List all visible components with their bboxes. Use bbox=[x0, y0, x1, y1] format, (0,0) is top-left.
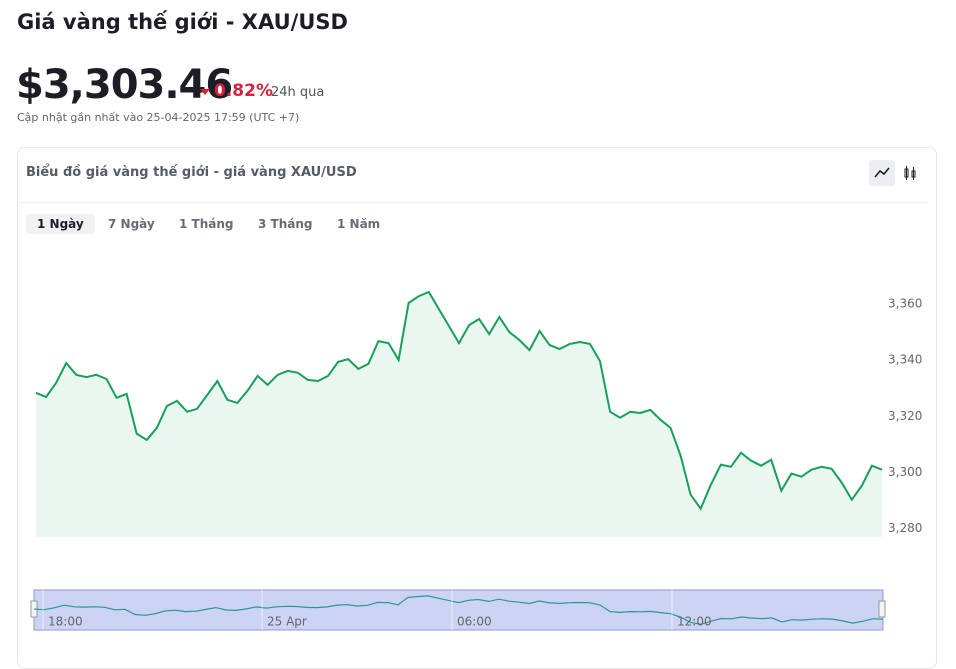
updated: Cập nhật gần nhất vào 25-04-2025 17:59 (… bbox=[17, 111, 300, 124]
page-title: Giá vàng thế giới - XAU/USD bbox=[17, 10, 348, 34]
range-tab[interactable]: 7 Ngày bbox=[108, 217, 155, 231]
navigator-line bbox=[33, 595, 884, 625]
chart: 3,280 3,300 3,320 3,340 3,360 18:00 25 Apr 06:0… bbox=[30, 290, 922, 631]
range-tab[interactable]: 1 Năm bbox=[337, 217, 381, 231]
range-tab[interactable]: 1 Ngày bbox=[26, 214, 95, 234]
y-tick-label: 3,320 bbox=[888, 409, 922, 423]
divider bbox=[18, 202, 928, 203]
y-tick-label: 3,280 bbox=[888, 521, 922, 535]
area-fill bbox=[36, 292, 882, 537]
page: Giá vàng thế giới - XAU/USD $3,303.46 0.… bbox=[16, 10, 937, 669]
change: 0.82% bbox=[214, 81, 273, 101]
down-arrow bbox=[200, 89, 210, 95]
card-title: Biểu đồ giá vàng thế giới - giá vàng XAU… bbox=[26, 165, 357, 180]
line-mode-button[interactable] bbox=[869, 160, 895, 186]
period: 24h qua bbox=[271, 85, 325, 100]
navigator-label: 12:00 bbox=[677, 615, 712, 629]
candle-mode-button[interactable] bbox=[897, 160, 923, 186]
navigator-handle[interactable] bbox=[878, 600, 886, 618]
price: $3,303.46 bbox=[16, 62, 233, 108]
navigator-label: 18:00 bbox=[48, 615, 83, 629]
navigator-label: 06:00 bbox=[457, 615, 492, 629]
range-tab[interactable]: 1 Tháng bbox=[179, 217, 234, 231]
range-tab[interactable]: 3 Tháng bbox=[258, 217, 313, 231]
y-tick-label: 3,340 bbox=[888, 353, 922, 367]
price-line bbox=[35, 290, 883, 511]
y-tick-label: 3,360 bbox=[888, 297, 922, 311]
y-tick-label: 3,300 bbox=[888, 465, 922, 479]
navigator-label: 25 Apr bbox=[267, 615, 307, 629]
